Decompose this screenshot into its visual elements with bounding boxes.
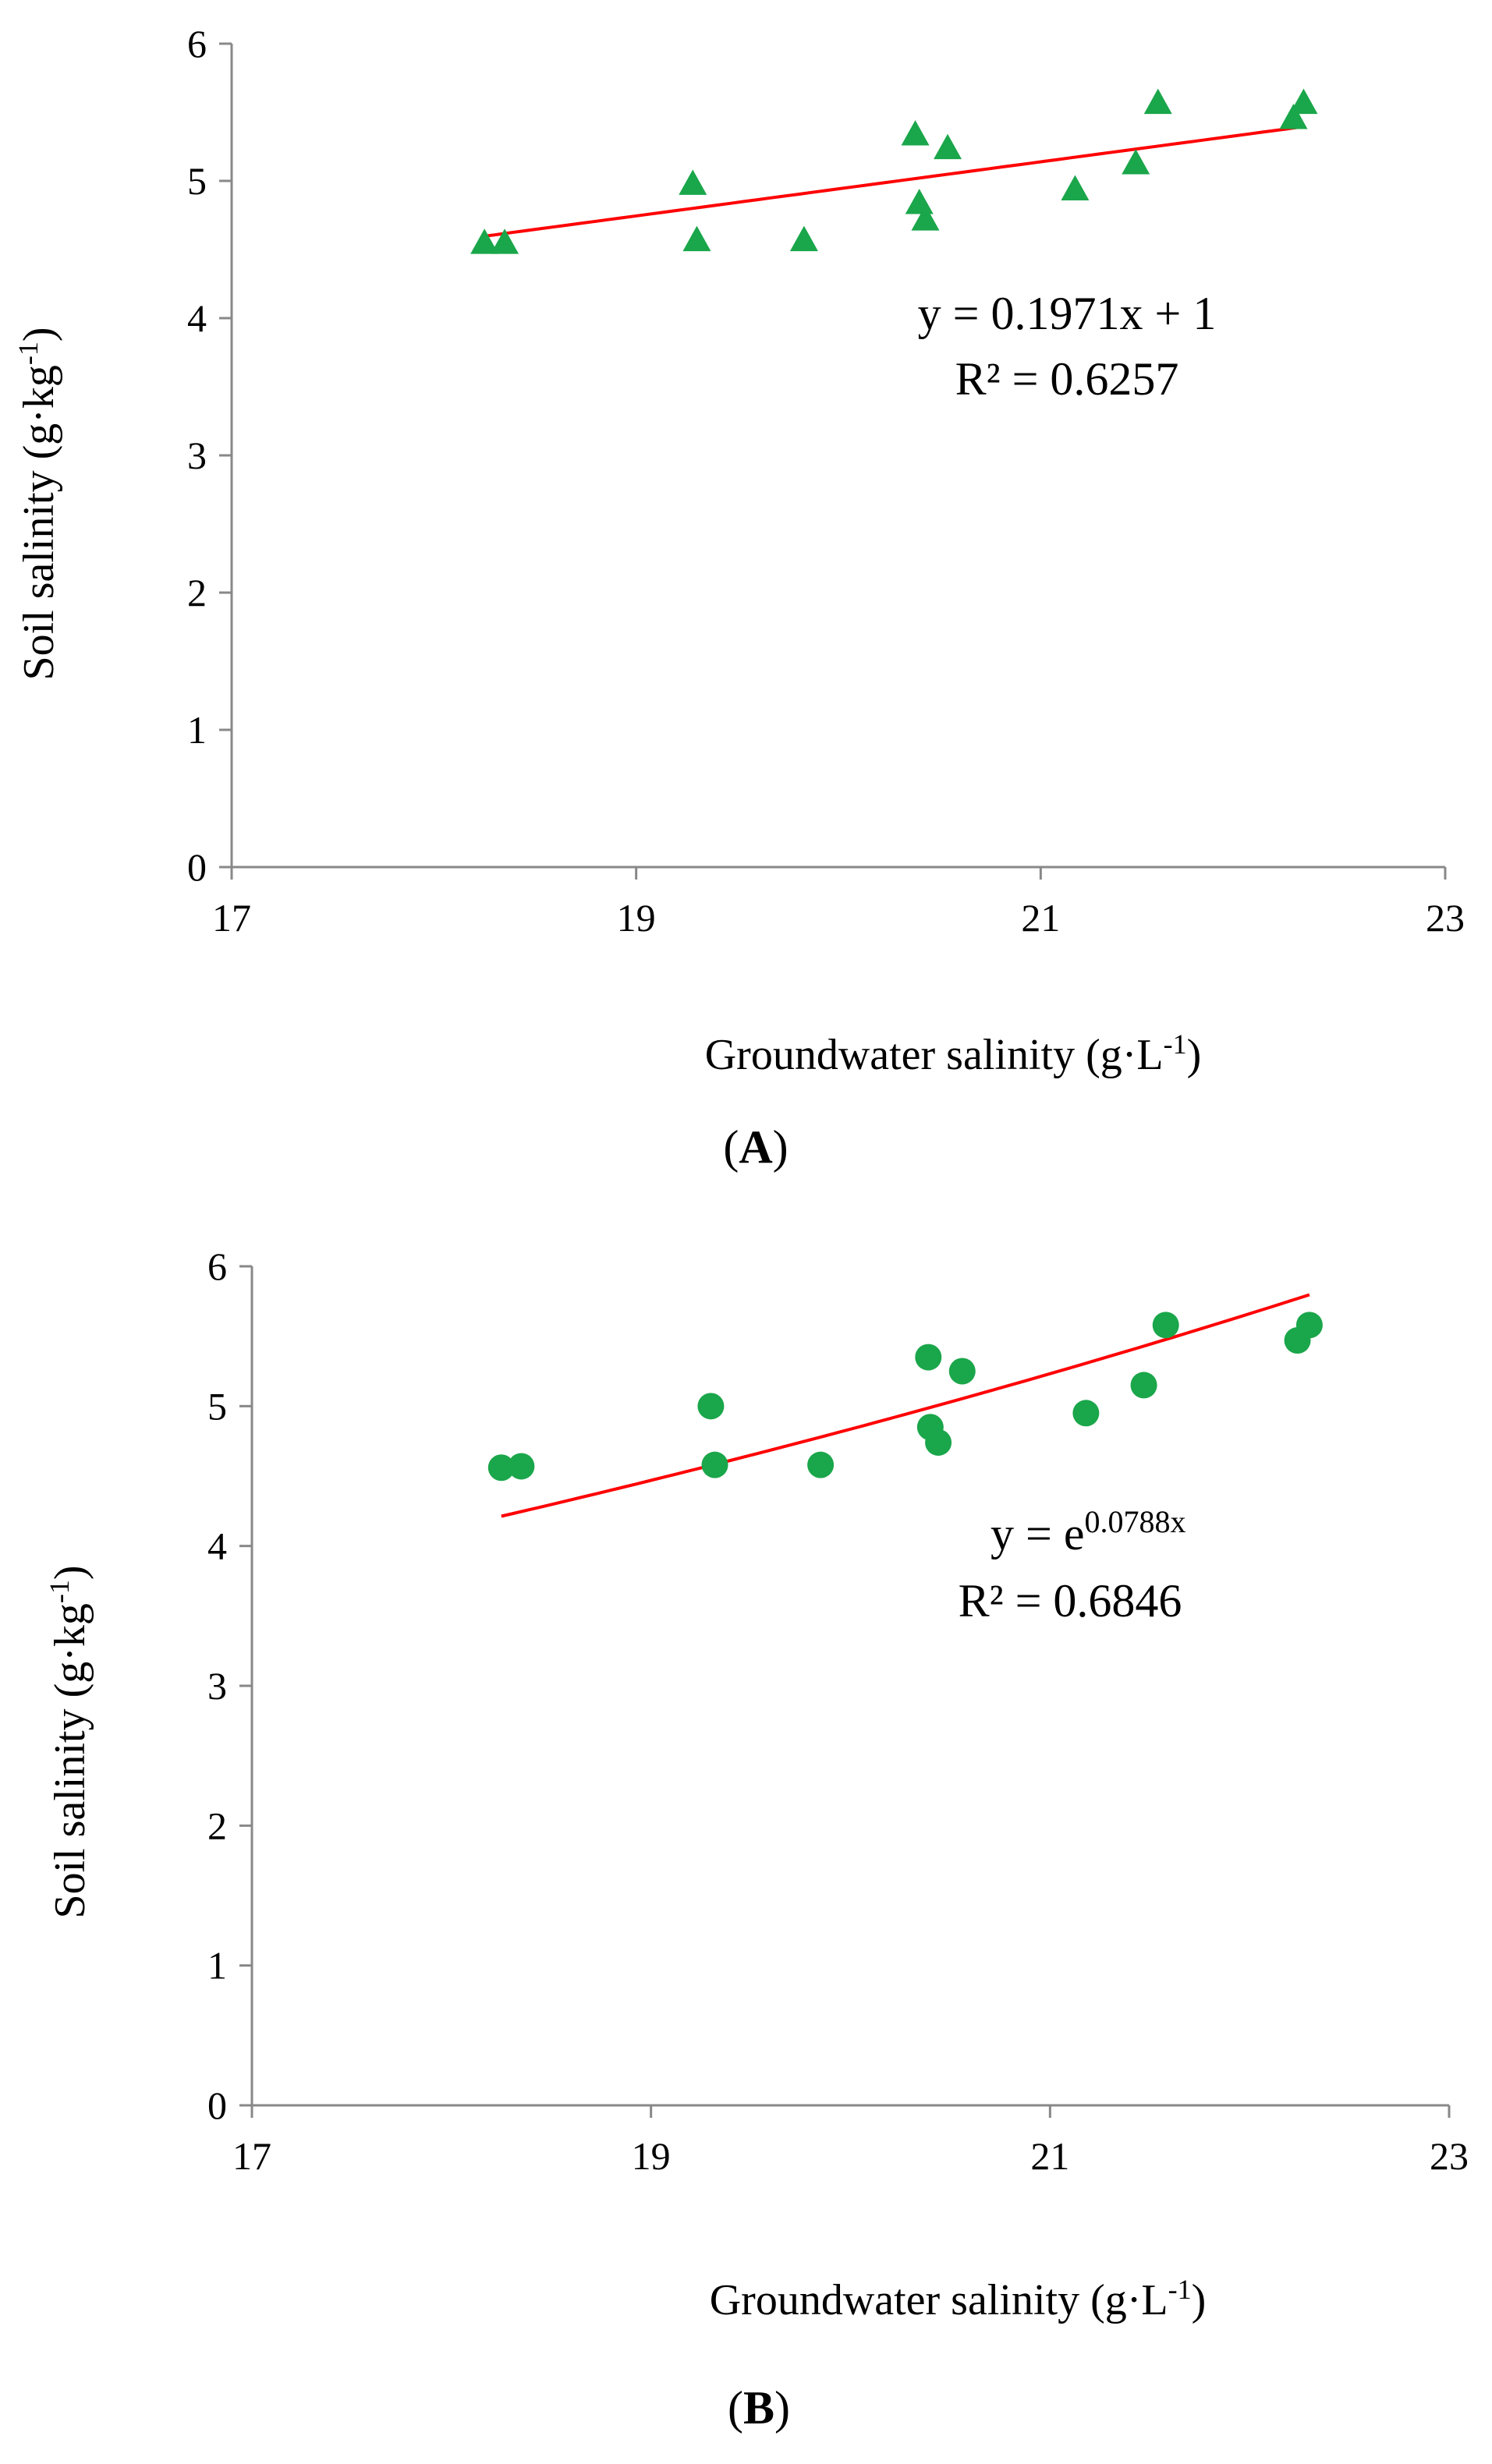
chart-a-y-tick-label: 5: [187, 159, 207, 203]
chart-b-y-tick-label: 5: [207, 1384, 227, 1428]
chart-a-axes: [219, 42, 1447, 880]
chart-b-data-point: [1152, 1312, 1179, 1339]
chart-a-data-point: [789, 225, 818, 252]
chart-b-data-point: [948, 1358, 976, 1385]
chart-a-data-point: [1279, 104, 1308, 129]
chart-b-data-point: [697, 1393, 725, 1420]
chart-b-points: [487, 1312, 1323, 1482]
chart-a-data-point: [1122, 149, 1150, 175]
chart-a-data-point: [1061, 175, 1090, 200]
chart-a-equation: y = 0.1971x + 1: [918, 288, 1217, 339]
chart-a-data-point: [901, 120, 930, 146]
chart-b-data-point: [508, 1453, 535, 1480]
chart-a-r2: R² = 0.6257: [955, 353, 1179, 405]
chart-b-xlabel: Groundwater salinity (g·L-1): [710, 2274, 1207, 2324]
chart-a-y-tick-label: 3: [187, 434, 207, 477]
chart-b-data-point: [701, 1451, 728, 1478]
chart-a-y-tick-label: 1: [187, 708, 207, 752]
chart-b-data-point: [1130, 1372, 1157, 1399]
chart-a-data-point: [1289, 88, 1318, 115]
chart-b-data-point: [915, 1344, 942, 1371]
chart-b-ylabel: Soil salinity (g·kg-1): [44, 1565, 94, 1918]
chart-b-x-tick-label: 23: [1430, 2134, 1469, 2178]
chart-b-r2: R² = 0.6846: [959, 1575, 1182, 1627]
chart-b-y-tick-label: 6: [207, 1244, 227, 1288]
chart-b-y-tick-label: 3: [207, 1664, 227, 1708]
chart-a-data-point: [905, 189, 934, 214]
chart-b-data-point: [487, 1454, 515, 1482]
chart-a-y-tick-label: 4: [187, 296, 207, 340]
chart-b-y-tick-label: 4: [207, 1524, 227, 1568]
chart-a-y-tick-label: 6: [187, 22, 207, 65]
chart-b-fit-layer: [501, 1293, 1310, 1518]
chart-b-panel-label: (B): [728, 2382, 790, 2434]
chart-a-panel-label: (A): [723, 1121, 788, 1173]
chart-b-trendline: [501, 1293, 1310, 1518]
chart-b-data-point: [1295, 1312, 1323, 1339]
chart-b-x-tick-label: 17: [232, 2134, 271, 2178]
chart-a-trendline: [484, 125, 1304, 238]
chart-b-x-tick-label: 21: [1030, 2134, 1069, 2178]
chart-b-x-tick-label: 19: [632, 2134, 671, 2178]
chart-a-data-point: [934, 133, 962, 160]
chart-a-fit-layer: [484, 125, 1304, 238]
chart-b-equation: y = e0.0788x: [991, 1504, 1185, 1559]
chart-a-ylabel: Soil salinity (g·kg-1): [12, 327, 63, 680]
chart-a-x-tick-label: 21: [1021, 896, 1060, 940]
chart-b-data-point: [1072, 1400, 1100, 1427]
chart-a-x-tick-label: 23: [1426, 896, 1465, 940]
chart-b-axes: [239, 1265, 1451, 2118]
chart-b-y-tick-label: 0: [207, 2083, 227, 2127]
chart-a-data-point: [682, 225, 711, 252]
chart-b-y-tick-label: 2: [207, 1804, 227, 1847]
chart-a-data-point: [1143, 88, 1172, 115]
chart-a-points: [470, 88, 1318, 254]
chart-a-y-tick-label: 0: [187, 845, 207, 889]
chart-a-data-point: [911, 205, 940, 231]
chart-a-xlabel: Groundwater salinity (g·L-1): [705, 1028, 1202, 1079]
chart-a-x-tick-label: 17: [212, 896, 251, 940]
chart-b-data-point: [807, 1451, 835, 1478]
chart-a-y-tick-label: 2: [187, 571, 207, 614]
chart-a-data-point: [679, 169, 707, 195]
chart-a-data-point: [470, 228, 499, 254]
chart-a-x-tick-label: 19: [617, 896, 656, 940]
chart-b-data-point: [925, 1428, 952, 1456]
chart-b-y-tick-label: 1: [207, 1944, 227, 1988]
chart-a-data-point: [491, 228, 519, 254]
